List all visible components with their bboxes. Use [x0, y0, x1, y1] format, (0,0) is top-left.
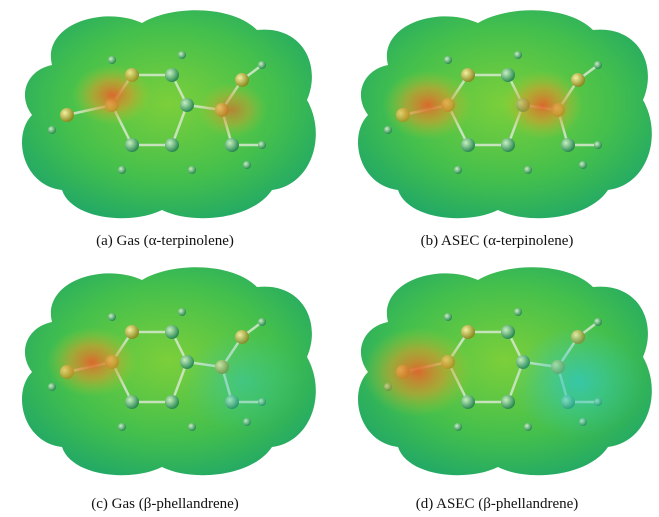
molecule-a	[22, 10, 316, 218]
caption: (a) Gas (α-terpinolene)	[5, 233, 325, 250]
molecule-c	[22, 267, 316, 475]
figure-art	[0, 0, 659, 517]
molecule-d	[358, 267, 652, 475]
molecule-b	[358, 10, 652, 218]
caption: (c) Gas (β-phellandrene)	[5, 496, 325, 513]
figure: (a) Gas (α-terpinolene) (b) ASEC (α-terp…	[0, 0, 659, 517]
caption: (d) ASEC (β-phellandrene)	[337, 496, 657, 513]
caption: (b) ASEC (α-terpinolene)	[337, 233, 657, 250]
